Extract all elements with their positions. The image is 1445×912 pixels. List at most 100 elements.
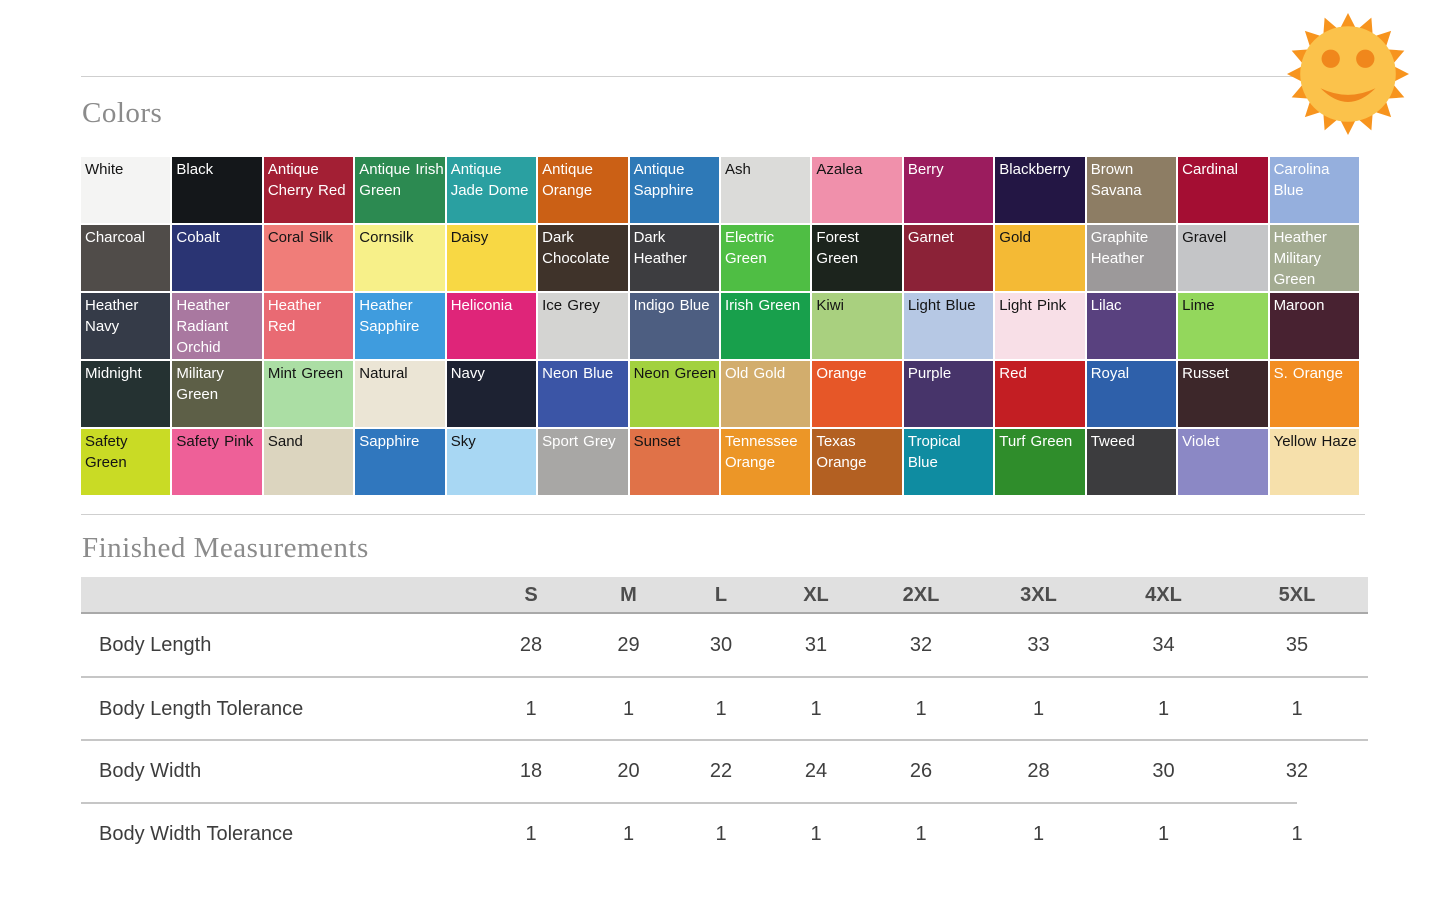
color-swatch-label: Safety Green: [85, 433, 128, 471]
color-swatch-label: Irish Green: [725, 297, 801, 314]
color-swatch-kiwi: Kiwi: [812, 293, 902, 359]
color-swatch-tropical-blue: Tropical Blue: [903, 429, 994, 495]
color-swatch-label: Sand: [267, 433, 303, 450]
measurement-value: 31: [804, 634, 828, 656]
measurement-value: 18: [519, 760, 543, 782]
color-swatch-s-orange: S. Orange: [1269, 361, 1359, 427]
sun-smile: [1320, 88, 1376, 102]
color-swatch-berry: Berry: [903, 157, 994, 223]
color-swatch-label: Light Pink: [999, 297, 1067, 314]
measurement-row-body-width-tolerance: Body Width Tolerance 1 1 1 1 1 1 1 1: [81, 803, 1368, 865]
color-swatch-dark-heather: Dark Heather: [629, 225, 719, 291]
measurement-value: 1: [1157, 822, 1170, 845]
color-swatch-tennessee-orange: Tennessee Orange: [721, 429, 811, 495]
color-swatch-neon-green: Neon Green: [629, 361, 719, 427]
color-swatch-label: Sunset: [633, 433, 681, 450]
color-swatch-label: Red: [999, 365, 1027, 382]
color-swatch-label: Light Blue: [907, 297, 976, 314]
color-swatch-heather-red: Heather Red: [263, 293, 354, 359]
color-swatch-orange: Orange: [812, 361, 902, 427]
measurement-row-label: Body Length Tolerance: [99, 697, 304, 720]
color-swatch-label: Daisy: [450, 229, 489, 246]
color-swatch-antique-orange: Antique Orange: [538, 157, 628, 223]
sun-eye-right: [1356, 49, 1375, 68]
measurement-value: 30: [1152, 760, 1175, 782]
color-swatch-old-gold: Old Gold: [721, 361, 811, 427]
table-row-divider: [81, 739, 1368, 741]
color-swatch-grid: White Black Antique Cherry Red Antique Iris…: [81, 157, 1359, 495]
color-swatch-antique-jade-dome: Antique Jade Dome: [446, 157, 537, 223]
measurement-row-label: Body Length: [99, 634, 212, 656]
measurement-value: 1: [1291, 697, 1303, 720]
color-swatch-label: Heather Navy: [85, 297, 139, 335]
measurement-value: 1: [810, 697, 822, 720]
measurement-value: 1: [715, 697, 727, 720]
color-swatch-heather-sapphire: Heather Sapphire: [355, 293, 445, 359]
color-swatch-label: Maroon: [1273, 297, 1325, 314]
color-swatch-label: Heather Radiant Orchid: [176, 297, 230, 356]
color-swatch-label: Turf Green: [999, 433, 1073, 450]
color-swatch-label: Tropical Blue: [907, 433, 961, 471]
measurement-value: 29: [617, 634, 640, 656]
size-header-s: S: [481, 577, 581, 613]
color-swatch-label: S. Orange: [1273, 365, 1343, 382]
finished-measurements-table: S M L XL 2XL 3XL 4XL 5XL Body Length 28 29 30 31 32 3…: [81, 577, 1368, 865]
color-swatch-label: Heather Sapphire: [359, 297, 420, 335]
color-swatch-label: Orange: [816, 365, 867, 382]
measurement-value: 1: [1032, 822, 1045, 845]
color-swatch-antique-irish-green: Antique Irish Green: [355, 157, 445, 223]
size-header-xl: XL: [766, 577, 866, 613]
color-swatch-heather-radiant-orchid: Heather Radiant Orchid: [172, 293, 262, 359]
color-swatch-label: Berry: [907, 161, 944, 178]
color-swatch-gravel: Gravel: [1178, 225, 1268, 291]
color-swatch-label: Antique Sapphire: [633, 161, 694, 199]
color-swatch-neon-blue: Neon Blue: [538, 361, 628, 427]
color-swatch-label: Cardinal: [1182, 161, 1239, 178]
top-divider: [81, 76, 1365, 77]
color-swatch-lime: Lime: [1178, 293, 1268, 359]
section-divider: [81, 514, 1365, 515]
measurement-row-label: Body Width: [99, 760, 202, 782]
measurement-row-body-width: Body Width 18 20 22 24 26 28 30 32: [81, 740, 1368, 803]
color-swatch-midnight: Midnight: [81, 361, 171, 427]
measurement-value: 1: [525, 822, 537, 845]
color-swatch-label: Lilac: [1090, 297, 1122, 314]
color-swatch-label: Neon Blue: [542, 365, 614, 382]
color-swatch-yellow-haze: Yellow Haze: [1269, 429, 1359, 495]
table-header-divider: [81, 612, 1368, 614]
color-swatch-label: Cornsilk: [359, 229, 414, 246]
color-swatch-sunset: Sunset: [629, 429, 719, 495]
sun-face-icon: [1287, 13, 1409, 135]
color-swatch-label: Kiwi: [816, 297, 844, 314]
measurement-value: 1: [810, 822, 822, 845]
color-swatch-heather-military-green: Heather Military Green: [1269, 225, 1359, 291]
size-header-m: M: [581, 577, 676, 613]
color-swatch-blackberry: Blackberry: [995, 157, 1085, 223]
color-swatch-navy: Navy: [446, 361, 537, 427]
color-swatch-label: Electric Green: [725, 229, 775, 267]
color-swatch-heather-navy: Heather Navy: [81, 293, 171, 359]
color-swatch-label: Antique Orange: [542, 161, 594, 199]
color-swatch-white: White: [81, 157, 171, 223]
table-row-divider: [81, 802, 1297, 804]
measurements-section-heading: Finished Measurements: [82, 532, 369, 564]
color-swatch-maroon: Maroon: [1269, 293, 1359, 359]
measurement-value: 34: [1152, 634, 1175, 656]
color-swatch-label: Black: [176, 161, 214, 178]
measurement-value: 1: [622, 822, 635, 845]
color-swatch-label: Natural: [359, 365, 408, 382]
color-swatch-azalea: Azalea: [812, 157, 902, 223]
color-swatch-ice-grey: Ice Grey: [538, 293, 628, 359]
color-swatch-label: White: [85, 161, 124, 178]
color-swatch-ash: Ash: [721, 157, 811, 223]
color-swatch-gold: Gold: [995, 225, 1085, 291]
color-swatch-sand: Sand: [263, 429, 354, 495]
measurement-value: 35: [1285, 634, 1309, 656]
color-swatch-turf-green: Turf Green: [995, 429, 1085, 495]
measurement-value: 26: [909, 760, 933, 782]
color-swatch-label: Neon Green: [633, 365, 717, 382]
color-swatch-label: Midnight: [85, 365, 142, 382]
color-swatch-safety-pink: Safety Pink: [172, 429, 262, 495]
color-swatch-safety-green: Safety Green: [81, 429, 171, 495]
color-swatch-carolina-blue: Carolina Blue: [1269, 157, 1359, 223]
